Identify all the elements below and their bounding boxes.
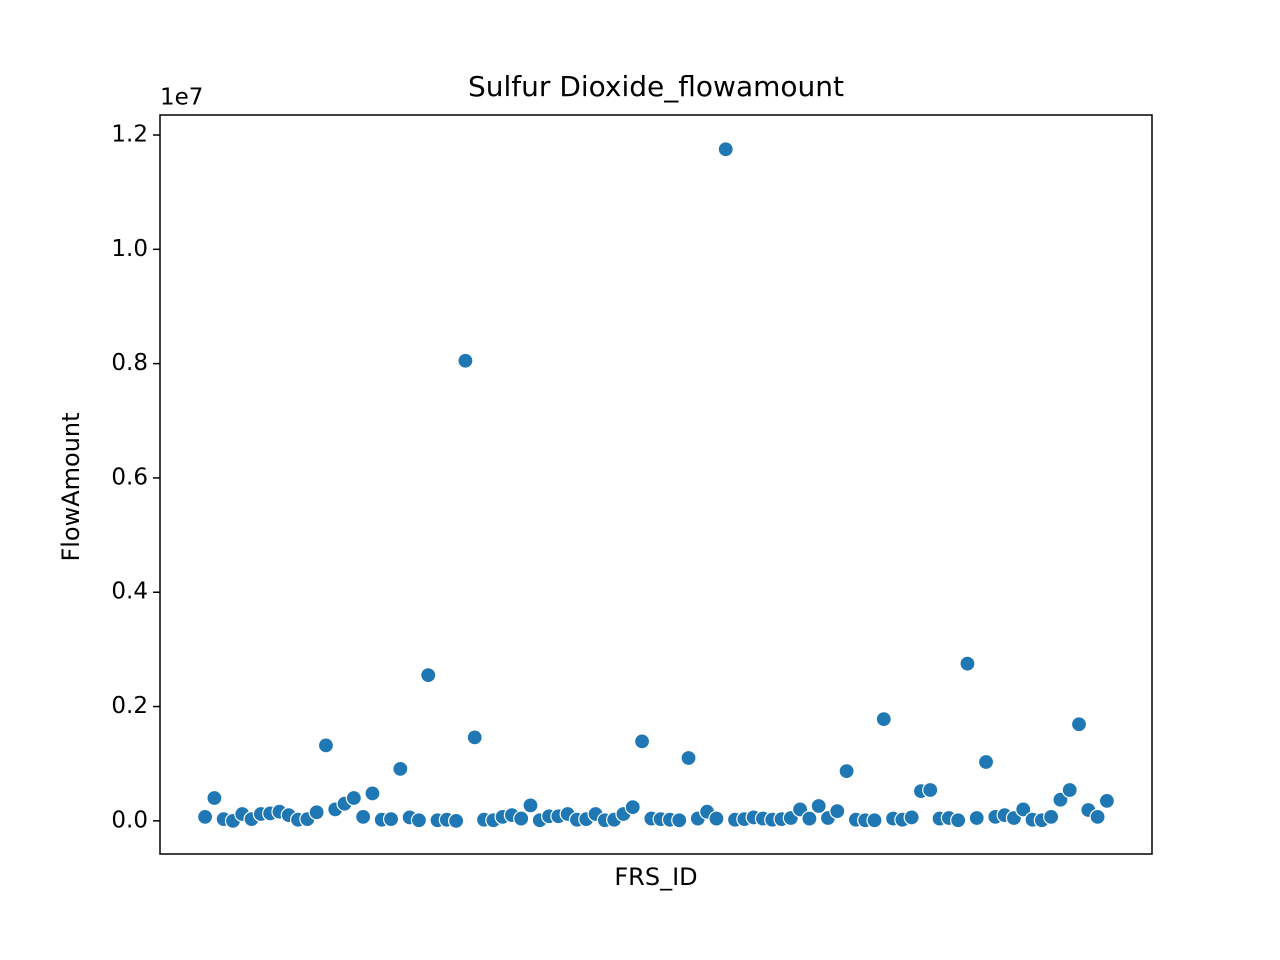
y-tick-label: 0.4 — [111, 579, 148, 605]
plot-frame — [159, 114, 1153, 855]
point — [420, 667, 437, 684]
x-axis-label: FRS_ID — [614, 863, 697, 891]
chart-title: Sulfur Dioxide_flowamount — [468, 70, 844, 103]
point — [1089, 808, 1106, 825]
point — [1015, 801, 1032, 818]
point — [317, 737, 335, 754]
y-tick-label: 0.2 — [111, 693, 148, 719]
y-tick-label: 0.6 — [111, 464, 148, 490]
point — [308, 804, 325, 821]
point — [829, 803, 846, 820]
point — [950, 812, 967, 829]
point — [680, 749, 697, 767]
point — [1043, 808, 1060, 825]
point — [959, 655, 976, 672]
point — [922, 781, 939, 799]
point — [624, 799, 641, 816]
point — [448, 812, 465, 829]
point — [355, 808, 372, 825]
point — [903, 809, 920, 826]
y-tick-label: 0.0 — [111, 807, 148, 833]
point — [838, 763, 855, 780]
point — [708, 810, 725, 827]
point — [196, 808, 214, 825]
point — [1070, 716, 1088, 733]
point — [1098, 792, 1116, 809]
point — [392, 760, 409, 777]
y-tick-label: 0.8 — [111, 350, 148, 376]
y-offset-label: 1e7 — [160, 85, 203, 111]
point — [345, 789, 362, 807]
point — [206, 789, 223, 807]
point — [410, 812, 428, 829]
point — [513, 810, 530, 827]
point — [522, 797, 539, 814]
y-axis-label: FlowAmount — [57, 412, 85, 561]
point — [466, 729, 483, 746]
point — [968, 809, 985, 827]
point — [633, 733, 651, 750]
point — [875, 711, 892, 728]
point — [801, 810, 818, 827]
point — [1052, 791, 1069, 808]
point — [866, 812, 883, 829]
y-tick-label: 1.2 — [111, 122, 148, 148]
point — [382, 811, 400, 828]
point — [810, 797, 827, 815]
point — [671, 812, 688, 829]
point — [364, 785, 381, 802]
y-tick-label: 1.0 — [111, 236, 148, 262]
point — [977, 753, 995, 771]
point — [717, 141, 734, 158]
point — [1061, 781, 1078, 799]
point — [457, 352, 474, 369]
